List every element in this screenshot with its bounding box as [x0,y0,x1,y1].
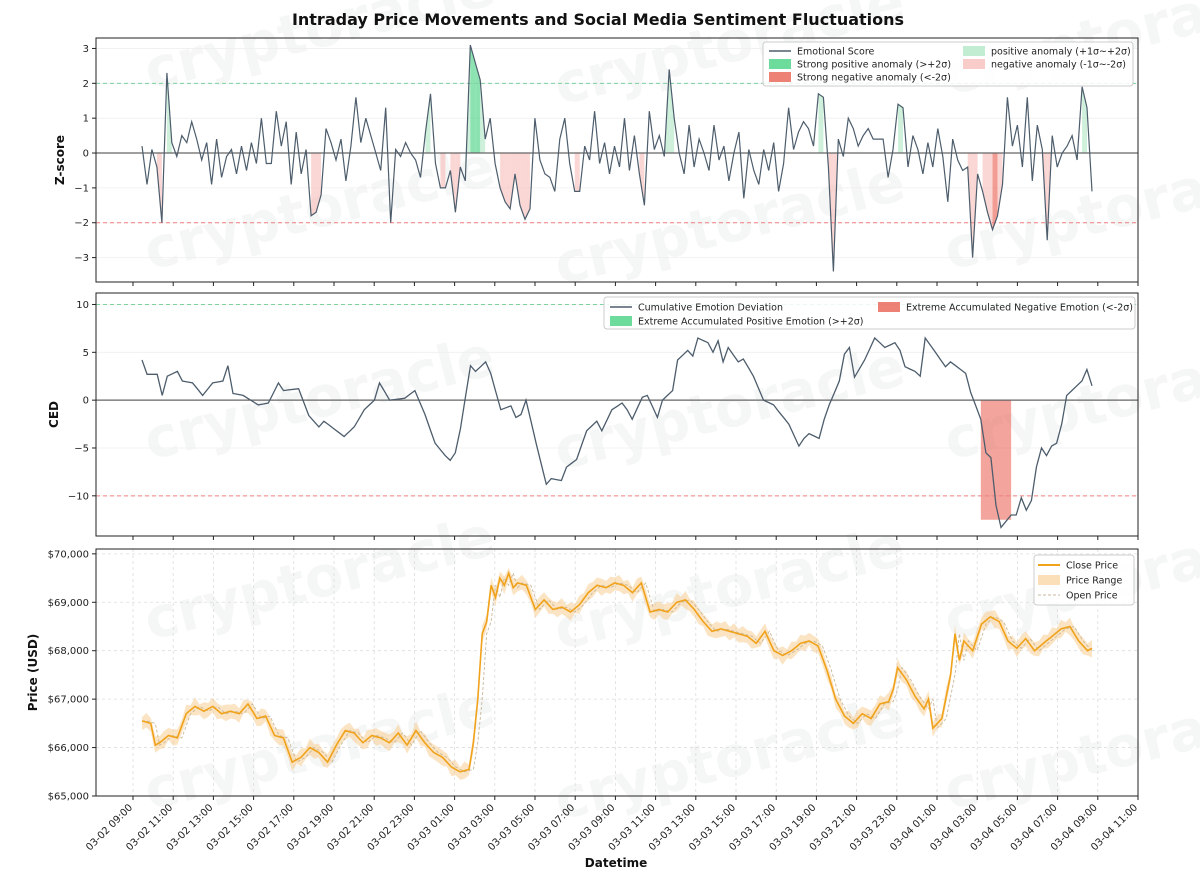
ced-line [141,336,1093,529]
y-tick-label: $69,000 [48,598,89,609]
anomaly-fill [992,153,998,230]
legend-label: Price Range [1066,576,1122,587]
anomaly-fill [818,93,824,154]
x-axis-label: Datetime [585,856,647,870]
anomaly-fill [425,93,431,154]
legend: Close Price Price Range Open Price [1033,554,1135,606]
anomaly-fill [515,153,521,206]
price-range-band [142,567,1092,780]
y-tick-label: $68,000 [48,646,89,657]
y-tick-label: −10 [68,491,89,502]
anomaly-fill [574,153,580,192]
legend-label: Strong positive anomaly (>+2σ) [797,60,951,71]
legend-swatch-fill [769,59,791,69]
y-tick-label: −5 [74,443,89,454]
anomaly-fill [440,153,446,188]
legend-swatch-fill [769,72,791,82]
legend-label: Open Price [1066,591,1118,602]
close-price-line [141,570,1093,773]
y-tick-label: 0 [83,149,89,160]
anomaly-fill [669,69,675,154]
y-tick-label: $67,000 [48,695,89,706]
anomaly-fill [470,44,476,154]
legend-swatch-fill [963,59,985,69]
legend-swatch-fill [610,316,632,326]
legend-label: Strong negative anomaly (<-2σ) [797,73,951,84]
watermark-text: cryptoracle [548,149,912,299]
watermark-text: cryptoracle [138,504,502,654]
chart-title: Intraday Price Movements and Social Medi… [292,10,904,29]
watermark-text: cryptoracle [138,324,502,474]
legend-swatch-fill [963,46,985,56]
y-tick-label: −2 [74,218,89,229]
legend-label: negative anomaly (-1σ~-2σ) [991,60,1126,71]
y-axis-label: Z-score [53,135,67,185]
ced-panel: 10 5 0 −5 −10 CED Cumulative Emotion Deviation… [47,292,1139,540]
plot-frame [95,548,1139,797]
legend-swatch-fill [878,302,900,312]
legend-box [762,41,1134,87]
y-tick-label: 1 [83,114,89,125]
plot-body [96,303,1138,529]
y-tick-label: 2 [83,79,89,90]
legend: Emotional Score Strong positive anomaly (… [762,41,1134,87]
y-tick-label: 3 [83,44,89,55]
y-tick-label: 10 [76,300,89,311]
emotional-score-line [141,44,1093,272]
y-tick-label: −3 [74,253,89,264]
legend-swatch-range [1038,575,1060,585]
legend-label: Close Price [1066,561,1118,572]
legend-label: positive anomaly (+1σ~+2σ) [991,47,1131,58]
zscore-panel: 3 2 1 0 −1 −2 −3 Z-score Emotional Score Strong p… [53,37,1139,286]
anomaly-fill [311,153,317,216]
y-axis-label: CED [47,401,61,428]
legend-label: Extreme Accumulated Negative Emotion (<-… [906,303,1133,314]
anomaly-fill [997,153,1003,216]
anomaly-fill [520,153,525,220]
plot-body [96,549,1138,796]
plot-frame [95,292,1139,537]
y-tick-label: $65,000 [48,792,89,803]
anomaly-fill [475,62,481,154]
y-tick-label: −1 [74,183,89,194]
legend-label: Cumulative Emotion Deviation [638,303,783,314]
watermark-text: cryptoracle [938,324,1200,474]
y-tick-label: $66,000 [48,743,89,754]
price-panel: $70,000 $69,000 $68,000 $67,000 $66,000 $65,0… [26,548,1139,803]
legend-label: Extreme Accumulated Positive Emotion (>+… [638,317,864,328]
anomaly-fill [505,153,511,209]
y-axis-label: Price (USD) [26,634,40,712]
anomaly-fill [987,153,993,230]
anomaly-fill [639,153,645,206]
plot-frame [95,37,1139,283]
legend: Cumulative Emotion Deviation Extreme Accu… [603,296,1136,330]
legend-label: Emotional Score [797,47,875,58]
anomaly-fill [524,153,530,220]
y-tick-label: $70,000 [48,549,89,560]
watermark-text: cryptoracle [548,334,912,484]
anomaly-fill [982,153,988,213]
y-tick-label: 0 [83,396,89,407]
anomaly-fill [510,153,516,209]
legend-box [1033,554,1135,606]
y-tick-label: 5 [83,348,89,359]
legend-box [603,296,1136,330]
anomaly-fill [898,104,903,154]
